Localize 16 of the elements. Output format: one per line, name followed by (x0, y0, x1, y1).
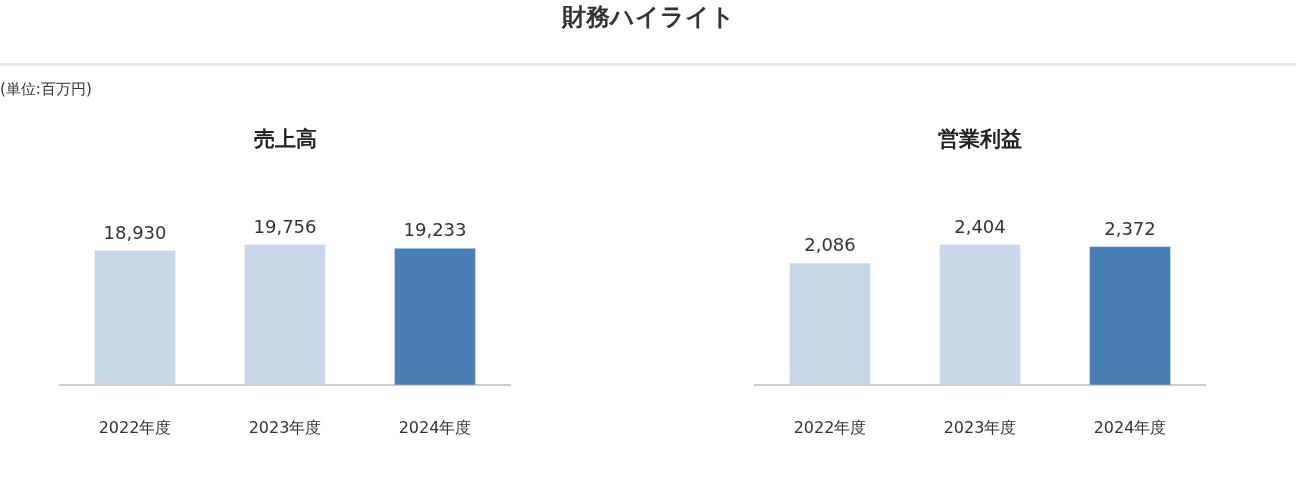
text: (単位:百万円) (0, 80, 92, 99)
x-tick-label: 2024年度 (398, 417, 472, 437)
x-tick-label: 2023年度 (248, 417, 322, 437)
data-label: 2,086 (804, 234, 856, 256)
data-label: 19,233 (403, 219, 467, 241)
data-label: 19,756 (253, 215, 317, 237)
chart-title: 営業利益 (938, 127, 1022, 152)
x-tick-label: 2022年度 (793, 417, 867, 437)
x-tick-label: 2022年度 (98, 417, 172, 437)
data-label: 18,930 (103, 221, 167, 243)
x-tick-label: 2024年度 (1093, 417, 1167, 437)
x-tick-label: 2023年度 (943, 417, 1017, 437)
data-label: 2,372 (1104, 217, 1156, 239)
chart-title: 売上高 (253, 127, 317, 152)
data-label: 2,404 (954, 215, 1006, 237)
text: 財務ハイライト (560, 2, 736, 33)
